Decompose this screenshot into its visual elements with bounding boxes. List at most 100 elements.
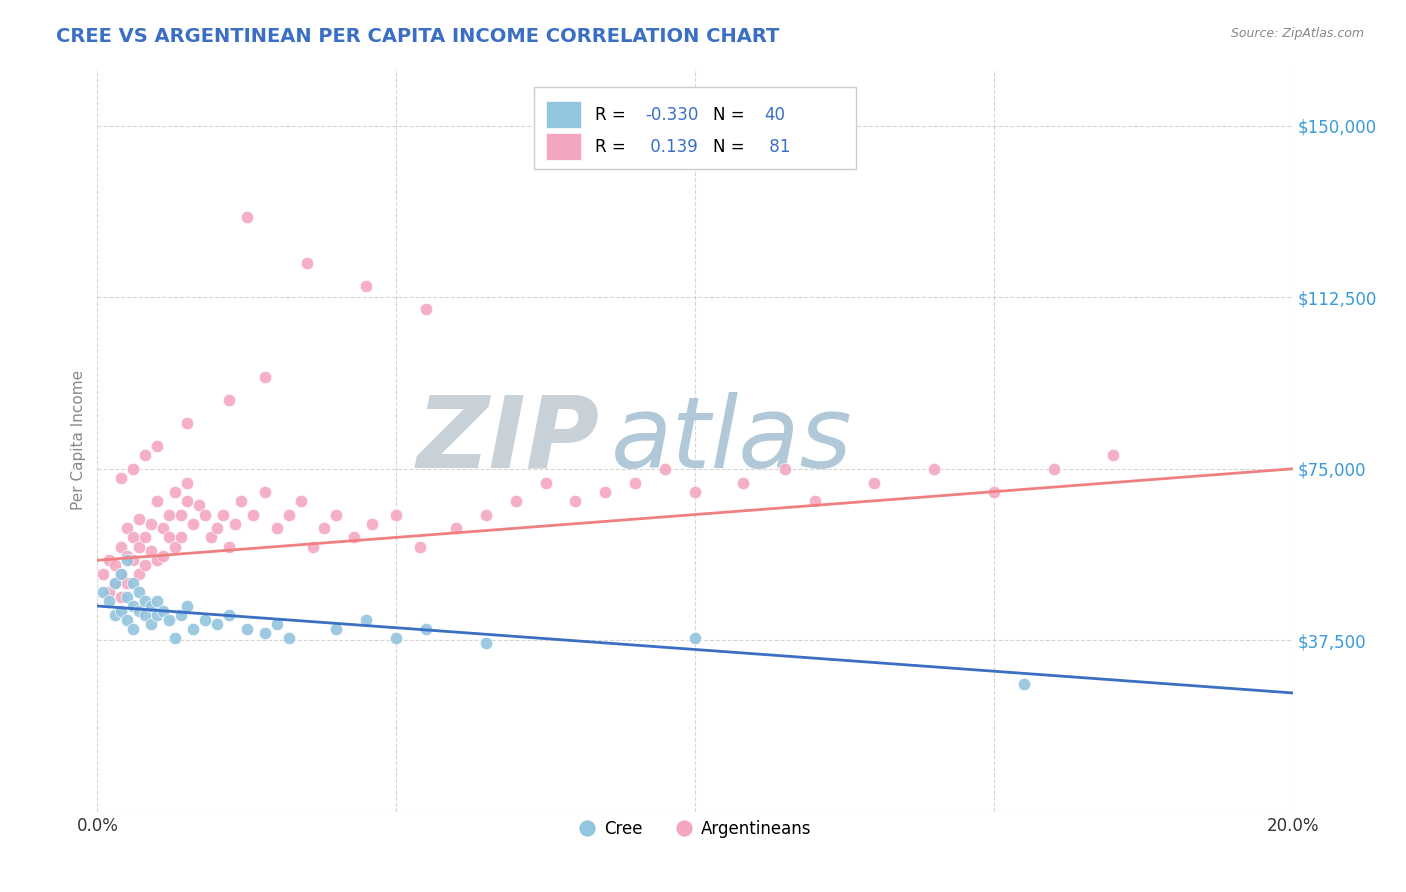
Point bbox=[212, 508, 235, 522]
Point bbox=[224, 516, 246, 531]
Text: ZIP: ZIP bbox=[416, 392, 599, 489]
Point bbox=[475, 635, 498, 649]
Legend: Cree, Argentineans: Cree, Argentineans bbox=[572, 814, 818, 845]
Point bbox=[104, 576, 127, 591]
Point bbox=[236, 210, 259, 224]
Point bbox=[218, 608, 240, 623]
Text: 81: 81 bbox=[765, 137, 790, 155]
Point bbox=[110, 604, 132, 618]
Point bbox=[146, 439, 169, 453]
Point bbox=[146, 594, 169, 608]
Point bbox=[253, 626, 276, 640]
Point bbox=[98, 594, 121, 608]
Point bbox=[170, 530, 193, 544]
Text: Source: ZipAtlas.com: Source: ZipAtlas.com bbox=[1230, 27, 1364, 40]
Point bbox=[128, 585, 150, 599]
Point bbox=[803, 493, 825, 508]
Point bbox=[356, 278, 378, 293]
Point bbox=[683, 631, 706, 645]
Point bbox=[157, 530, 180, 544]
Point bbox=[314, 521, 336, 535]
Point bbox=[104, 558, 127, 572]
Point bbox=[122, 530, 145, 544]
Point bbox=[122, 576, 145, 591]
Point bbox=[564, 493, 586, 508]
Point bbox=[104, 608, 127, 623]
Point bbox=[218, 393, 240, 408]
Point bbox=[444, 521, 467, 535]
Point bbox=[176, 416, 198, 430]
Point bbox=[1012, 677, 1035, 691]
Point bbox=[110, 471, 132, 485]
Point bbox=[475, 508, 498, 522]
Point bbox=[122, 553, 145, 567]
Point bbox=[1102, 448, 1125, 462]
Point bbox=[139, 516, 162, 531]
Point bbox=[654, 462, 676, 476]
Point bbox=[122, 599, 145, 613]
Point bbox=[624, 475, 647, 490]
Point bbox=[122, 622, 145, 636]
Point bbox=[152, 549, 174, 563]
Point bbox=[122, 462, 145, 476]
Text: atlas: atlas bbox=[612, 392, 853, 489]
Point bbox=[325, 508, 347, 522]
Text: N =: N = bbox=[713, 137, 749, 155]
Text: 0.139: 0.139 bbox=[645, 137, 697, 155]
Point bbox=[176, 493, 198, 508]
Point bbox=[134, 558, 156, 572]
Point bbox=[115, 576, 138, 591]
Point bbox=[98, 553, 121, 567]
Text: N =: N = bbox=[713, 105, 749, 124]
Point bbox=[104, 576, 127, 591]
Point bbox=[253, 484, 276, 499]
Point bbox=[595, 484, 617, 499]
Point bbox=[115, 521, 138, 535]
Point bbox=[188, 499, 211, 513]
Point bbox=[266, 521, 288, 535]
Point bbox=[773, 462, 796, 476]
Point bbox=[128, 512, 150, 526]
Point bbox=[128, 567, 150, 582]
Text: CREE VS ARGENTINEAN PER CAPITA INCOME CORRELATION CHART: CREE VS ARGENTINEAN PER CAPITA INCOME CO… bbox=[56, 27, 779, 45]
Point bbox=[983, 484, 1005, 499]
Text: R =: R = bbox=[595, 105, 631, 124]
Point bbox=[356, 613, 378, 627]
Point bbox=[194, 508, 217, 522]
Point bbox=[110, 567, 132, 582]
Point bbox=[115, 549, 138, 563]
Point bbox=[534, 475, 557, 490]
Point bbox=[165, 484, 187, 499]
Point bbox=[115, 613, 138, 627]
Point bbox=[134, 594, 156, 608]
Point bbox=[128, 540, 150, 554]
FancyBboxPatch shape bbox=[534, 87, 856, 169]
Point bbox=[205, 617, 228, 632]
Point bbox=[277, 508, 299, 522]
Point bbox=[218, 540, 240, 554]
Point bbox=[731, 475, 754, 490]
Point bbox=[415, 622, 437, 636]
Point bbox=[325, 622, 347, 636]
Point bbox=[146, 553, 169, 567]
Point bbox=[242, 508, 264, 522]
Point bbox=[91, 585, 114, 599]
Text: -0.330: -0.330 bbox=[645, 105, 699, 124]
Point bbox=[1042, 462, 1064, 476]
Point bbox=[91, 567, 114, 582]
Point bbox=[115, 553, 138, 567]
Point bbox=[139, 544, 162, 558]
Point bbox=[110, 567, 132, 582]
Point bbox=[253, 370, 276, 384]
FancyBboxPatch shape bbox=[546, 133, 582, 161]
Point bbox=[134, 608, 156, 623]
Point bbox=[385, 508, 408, 522]
Point bbox=[157, 508, 180, 522]
Point bbox=[266, 617, 288, 632]
Point bbox=[505, 493, 527, 508]
Point bbox=[863, 475, 886, 490]
Y-axis label: Per Capita Income: Per Capita Income bbox=[72, 370, 86, 510]
Point bbox=[165, 540, 187, 554]
Point bbox=[236, 622, 259, 636]
Point bbox=[277, 631, 299, 645]
